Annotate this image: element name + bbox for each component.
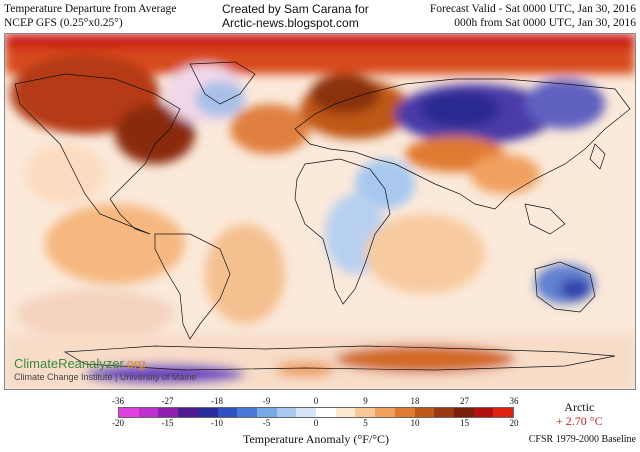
celsius-tick-label: -20 [112,418,124,428]
logo-name-main: ClimateReanalyzer [14,356,124,371]
color-bar-segment [178,408,198,417]
color-bar-segment [394,408,415,417]
color-bar-segment [473,408,494,417]
color-bar-segment [316,408,336,417]
color-bar-segment [453,408,474,417]
celsius-tick-label: 10 [410,418,420,428]
forecast-info: Forecast Valid - Sat 0000 UTC, Jan 30, 2… [430,2,636,30]
arctic-readout: Arctic + 2.70 °C [556,400,603,428]
celsius-tick-label: 5 [363,418,368,428]
celsius-tick-label: 20 [509,418,519,428]
color-bar-segment [414,408,435,417]
color-bar-segment [493,408,514,417]
color-bar [118,407,514,418]
color-bar-segment [335,408,356,417]
arctic-value: + 2.70 °C [556,414,603,428]
logo-name-suffix: .org [123,356,146,371]
color-bar-segment [237,408,257,417]
fahrenheit-tick-label: -36 [112,396,124,406]
color-bar-segment [276,408,297,417]
color-bar-segment [355,408,376,417]
celsius-tick-label: 0 [313,418,319,428]
color-bar-segment [197,408,218,417]
climate-reanalyzer-logo: ClimateReanalyzer.org Climate Change Ins… [14,356,196,382]
color-legend: -36 -27 -18 -9 0 9 18 27 36 -20 -15 -10 -5 0 5 10 15 20 [112,396,519,429]
map-canvas [5,34,635,389]
celsius-ticks: -20 -15 -10 -5 0 5 10 15 20 [112,418,519,429]
fahrenheit-tick-label: -18 [211,396,223,406]
logo-subtitle: Climate Change Institute | University of… [14,372,197,382]
fahrenheit-tick-label: 18 [410,396,420,406]
color-bar-segment [138,408,159,417]
fahrenheit-tick-label: 9 [363,396,368,406]
celsius-tick-label: -5 [262,418,271,428]
color-bar-segment [158,408,179,417]
fahrenheit-tick-label: 36 [509,396,519,406]
fahrenheit-tick-label: 0 [313,396,319,406]
color-bar-segment [119,408,139,417]
celsius-tick-label: -10 [211,418,223,428]
color-bar-segment [217,408,238,417]
color-bar-segment [256,408,277,417]
map-title: Temperature Departure from Average NCEP … [4,2,176,30]
celsius-tick-label: -15 [161,418,174,428]
celsius-tick-label: 15 [460,418,469,428]
color-bar-segment [375,408,395,417]
logo-name: ClimateReanalyzer.org [14,356,196,371]
title-line-1: Temperature Departure from Average [4,3,177,15]
credit-text: Created by Sam Carana for Arctic-news.bl… [222,2,369,30]
color-bar-segment [434,408,454,417]
fahrenheit-tick-label: -9 [262,396,271,406]
title-line-2: NCEP GFS (0.25°x0.25°) [4,17,123,29]
forecast-run: 000h from Sat 0000 UTC, Jan 30, 2016 [454,17,636,29]
fahrenheit-ticks: -36 -27 -18 -9 0 9 18 27 36 [112,396,519,407]
world-anomaly-map [4,33,636,390]
credit-line-2: Arctic-news.blogspot.com [222,16,359,30]
coastlines [14,61,631,371]
color-bar-segment [296,408,317,417]
baseline-note: CFSR 1979-2000 Baseline [528,434,636,445]
legend-title: Temperature Anomaly (°F/°C) [242,432,390,446]
credit-line-1: Created by Sam Carana for [222,2,369,16]
arctic-label: Arctic [564,400,595,414]
fahrenheit-tick-label: -27 [161,396,174,406]
forecast-valid: Forecast Valid - Sat 0000 UTC, Jan 30, 2… [429,3,636,15]
fahrenheit-tick-label: 27 [460,396,469,406]
